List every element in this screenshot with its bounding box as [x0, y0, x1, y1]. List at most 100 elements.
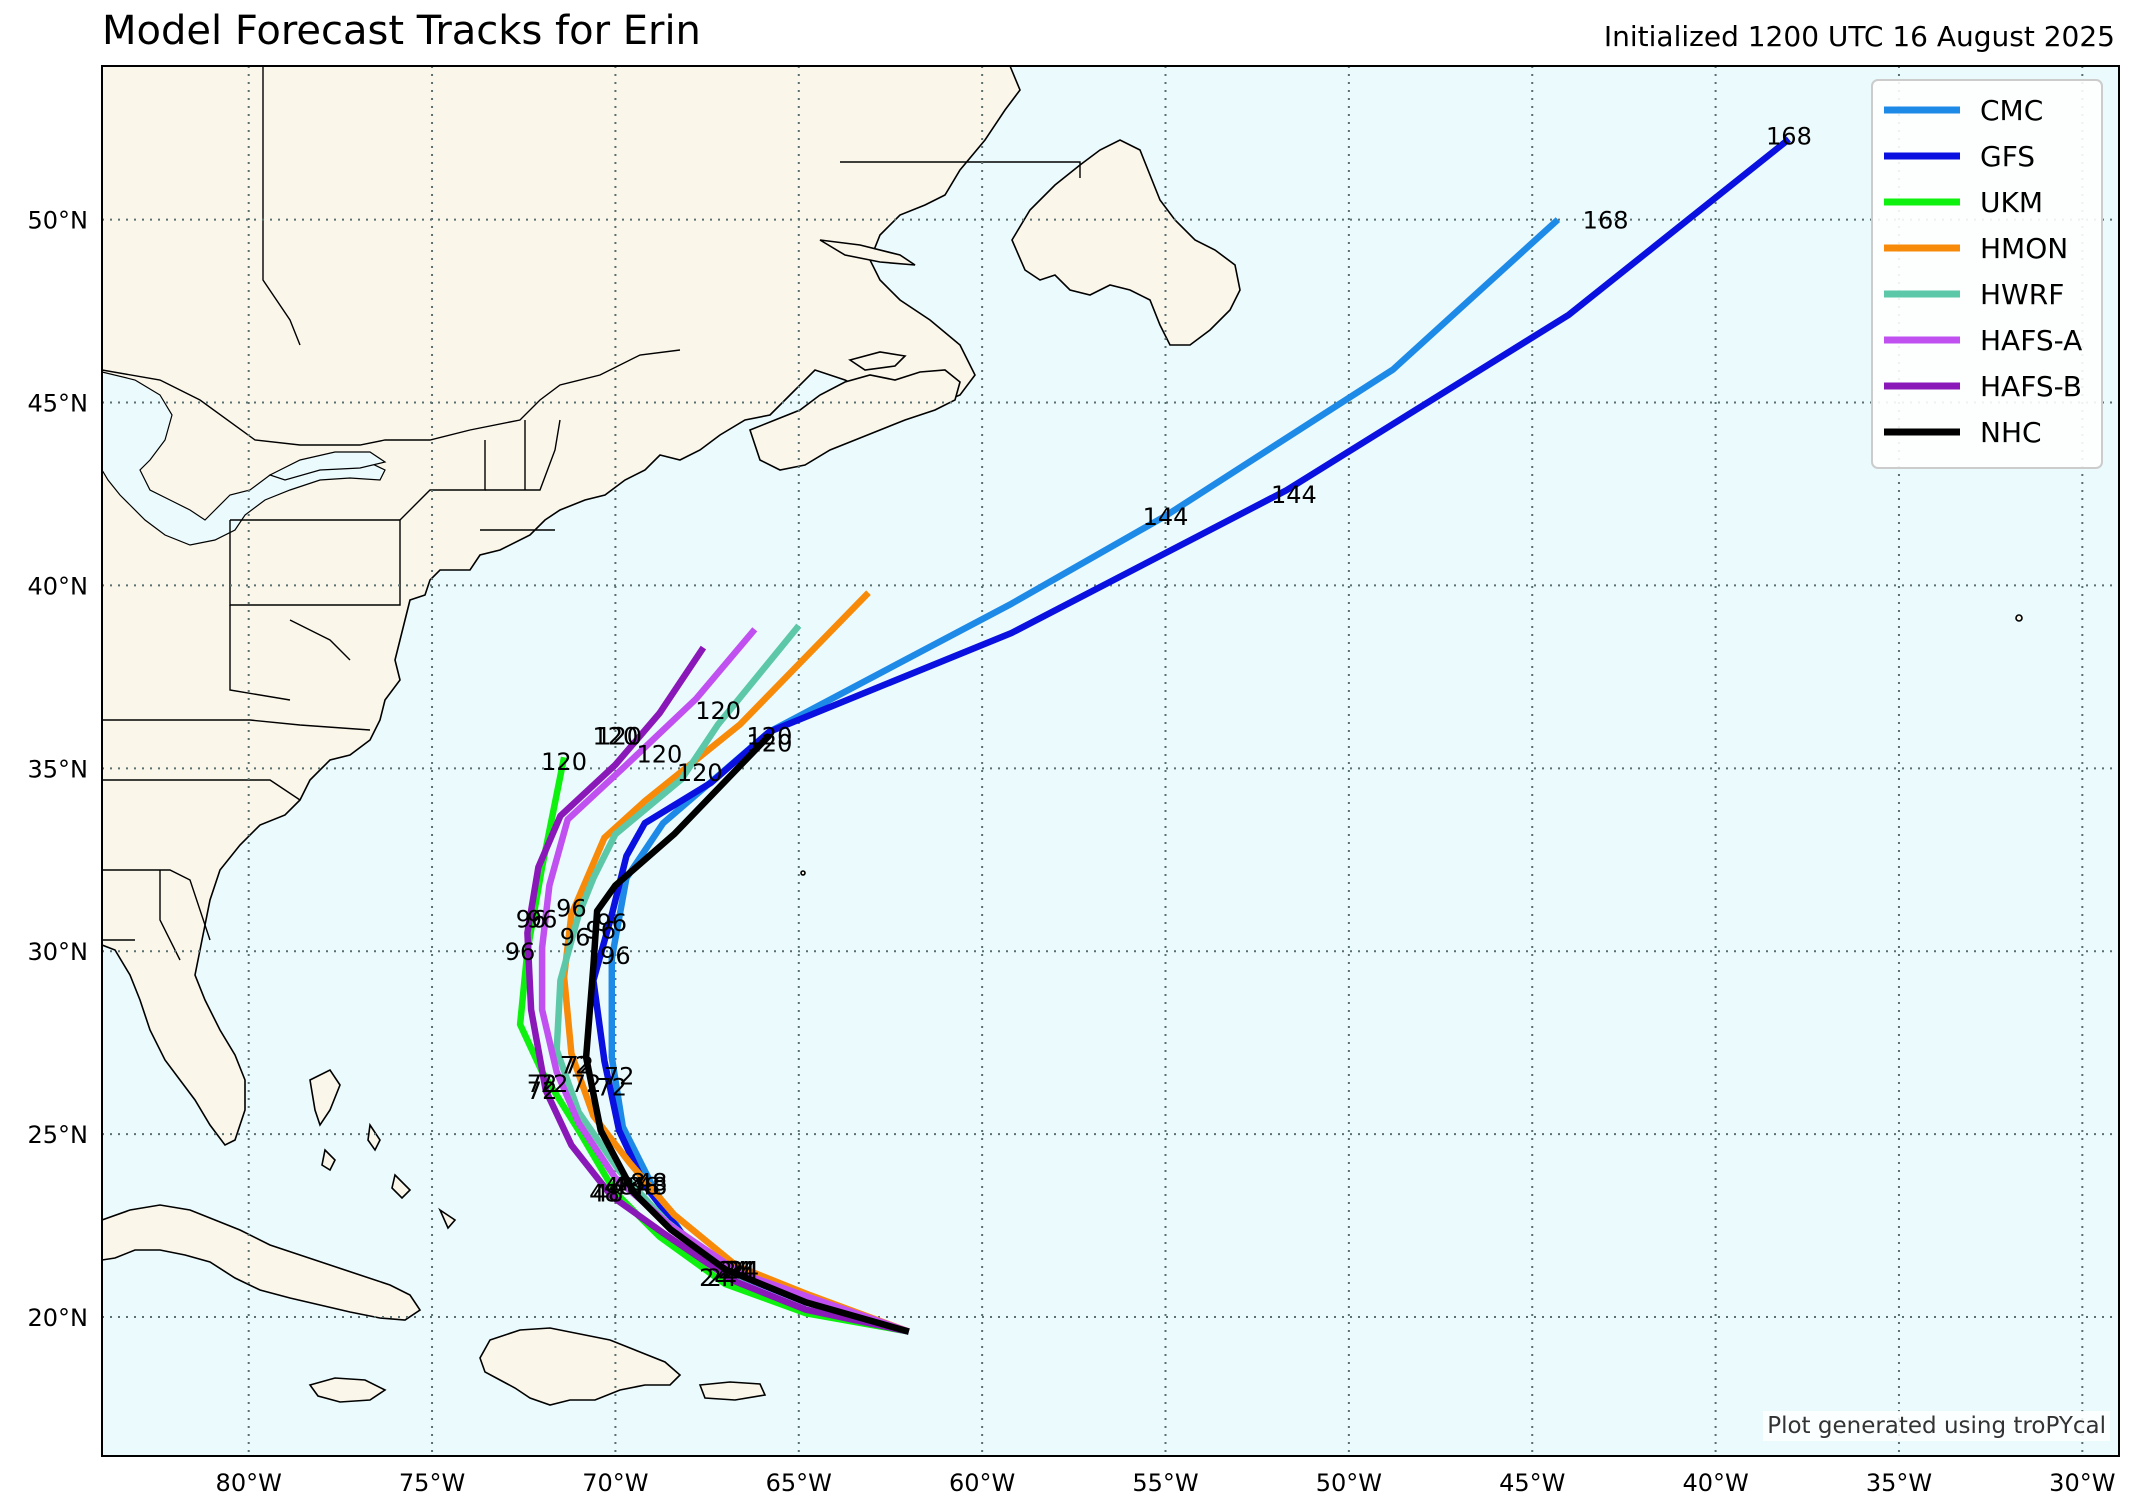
- hour-label-gfs: 48: [637, 1169, 668, 1197]
- hour-label-hafs-b: 72: [527, 1077, 558, 1105]
- puerto-rico-land: [698, 1381, 767, 1401]
- hour-label-nhc: 48: [629, 1172, 660, 1200]
- state-border-pa: [229, 519, 401, 606]
- gridlines: [102, 66, 2119, 1456]
- map-frame: [101, 65, 2120, 1457]
- hour-label-cmc: 96: [596, 909, 627, 937]
- lat-tick-label: 50°N: [28, 207, 89, 235]
- hour-label-gfs: 96: [600, 942, 631, 970]
- state-border-ne: [480, 419, 561, 531]
- lon-tick-label: 35°W: [1866, 1469, 1932, 1497]
- hour-label-cmc: 24: [725, 1256, 756, 1284]
- hour-label-hafs-b: 120: [593, 722, 639, 750]
- hour-label-hmon: 120: [637, 741, 683, 769]
- state-border-ny: [399, 440, 486, 521]
- forecast-tracks: [516, 136, 1791, 1335]
- lon-tick-label: 30°W: [2049, 1469, 2115, 1497]
- hour-label-hwrf: 48: [611, 1172, 642, 1200]
- pei-land: [848, 351, 907, 371]
- track-hafs-a: [538, 627, 910, 1335]
- hour-label-hafs-a: 96: [527, 905, 558, 933]
- hour-label-ukm: 48: [589, 1180, 620, 1208]
- hour-label-hafs-a: 24: [717, 1256, 748, 1284]
- hour-label-ukm: 120: [541, 748, 587, 776]
- hour-label-hafs-b: 96: [516, 905, 547, 933]
- legend-label: HWRF: [1980, 278, 2064, 311]
- anticosti-land: [819, 239, 916, 266]
- hour-label-hmon: 48: [615, 1169, 646, 1197]
- hour-label-cmc: 48: [637, 1172, 668, 1200]
- lon-tick-label: 75°W: [399, 1469, 465, 1497]
- state-border-mid: [229, 605, 351, 701]
- track-nhc: [582, 733, 910, 1335]
- state-border-southeast: [102, 869, 211, 961]
- north-america-land: [102, 66, 1021, 1147]
- hour-label-nhc: 120: [677, 759, 723, 787]
- hour-label-ukm: 72: [527, 1070, 558, 1098]
- lat-tick-label: 45°N: [28, 390, 89, 418]
- credit-text: Plot generated using troPYcal: [1763, 1411, 2110, 1441]
- lake-ontario: [268, 451, 387, 481]
- hour-label-gfs: 24: [728, 1256, 759, 1284]
- init-time-subtitle: Initialized 1200 UTC 16 August 2025: [1603, 20, 2115, 53]
- lat-tick-label: 30°N: [28, 938, 89, 966]
- hour-label-hafs-b: 24: [706, 1264, 737, 1292]
- jamaica-land: [308, 1377, 387, 1403]
- hour-label-nhc: 24: [725, 1256, 756, 1284]
- legend-label: CMC: [1980, 94, 2043, 127]
- us-canada-border: [102, 349, 681, 446]
- hour-label-cmc: 168: [1583, 207, 1629, 235]
- hour-label-hmon: 72: [563, 1052, 594, 1080]
- legend: CMC GFS UKM HMON HWRF HAFS-A HAFS-B NHC: [1871, 79, 2103, 469]
- quebec-ontario-border: [262, 66, 301, 346]
- hour-label-hmon: 24: [728, 1256, 759, 1284]
- longitude-tick-labels: 80°W 75°W 70°W 65°W 60°W 55°W 50°W 45°W 40°W 35°W…: [216, 1469, 2116, 1497]
- forecast-hour-labels: 24 48 72 96 120 144 168 24 48 72 96 120 144 168 24 48 72…: [505, 123, 1812, 1292]
- lon-tick-label: 80°W: [216, 1469, 282, 1497]
- latitude-tick-labels: 20°N 25°N 30°N 35°N 40°N 45°N 50°N: [28, 207, 89, 1332]
- hour-label-ukm: 24: [699, 1264, 730, 1292]
- state-border-va: [102, 719, 371, 801]
- hispaniola-land: [479, 1327, 682, 1406]
- bahamas-islands: [309, 1068, 457, 1230]
- hour-label-nhc: 96: [585, 916, 616, 944]
- hour-label-nhc: 72: [571, 1070, 602, 1098]
- nova-scotia-land: [749, 369, 961, 471]
- hour-label-hafs-a: 120: [596, 722, 642, 750]
- track-hafs-b: [524, 645, 910, 1335]
- lon-tick-label: 60°W: [949, 1469, 1015, 1497]
- track-hmon: [560, 590, 910, 1335]
- lon-tick-label: 65°W: [766, 1469, 832, 1497]
- lon-tick-label: 70°W: [582, 1469, 648, 1497]
- lat-tick-label: 25°N: [28, 1121, 89, 1149]
- legend-label: NHC: [1980, 416, 2042, 449]
- lon-tick-label: 45°W: [1499, 1469, 1565, 1497]
- legend-label: UKM: [1980, 186, 2043, 219]
- hour-label-gfs: 72: [596, 1074, 627, 1102]
- hour-label-hwrf: 96: [556, 894, 587, 922]
- hour-label-hwrf: 120: [695, 697, 741, 725]
- legend-box: [1871, 79, 2103, 469]
- hour-label-ukm: 96: [505, 938, 536, 966]
- hour-label-hmon: 96: [560, 924, 591, 952]
- land-layer: [102, 66, 2023, 1406]
- lon-tick-label: 55°W: [1132, 1469, 1198, 1497]
- legend-label: HAFS-B: [1980, 370, 2082, 403]
- azores-island: [2015, 614, 2023, 622]
- hour-label-hwrf: 72: [560, 1052, 591, 1080]
- hour-label-cmc: 120: [747, 722, 793, 750]
- lat-tick-label: 40°N: [28, 572, 89, 600]
- legend-label: HMON: [1980, 232, 2068, 265]
- hour-label-hafs-b: 48: [593, 1180, 624, 1208]
- hour-label-hafs-a: 48: [604, 1172, 635, 1200]
- bermuda-island: [800, 870, 806, 876]
- quebec-labrador-border: [840, 161, 1081, 178]
- lat-tick-label: 20°N: [28, 1304, 89, 1332]
- hour-label-cmc: 144: [1143, 503, 1189, 531]
- cuba-land: [102, 1204, 422, 1321]
- page-title: Model Forecast Tracks for Erin: [102, 8, 701, 54]
- hour-label-gfs: 168: [1766, 123, 1812, 151]
- legend-label: HAFS-A: [1980, 324, 2082, 357]
- hour-label-gfs: 144: [1271, 481, 1317, 509]
